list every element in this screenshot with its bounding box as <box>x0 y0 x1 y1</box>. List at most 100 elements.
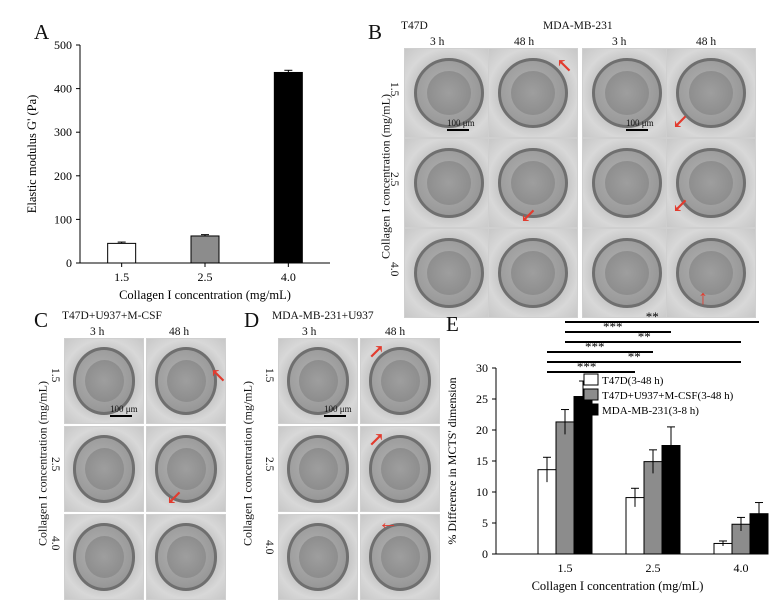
y-tick-label: 500 <box>54 38 72 52</box>
red-arrow-icon: ↑ <box>698 287 708 309</box>
micrograph-c-r1c2 <box>146 338 226 424</box>
panel-letter-c: C <box>34 308 49 332</box>
red-arrow-icon: ↗ <box>368 429 385 451</box>
significance-label: *** <box>603 319 623 334</box>
b-time-3: 3 h <box>612 36 627 48</box>
bar <box>555 421 575 555</box>
chart-e: 0 5 10 15 20 25 30 1.5 2.5 4.0 Collagen I concentr… <box>445 312 769 593</box>
micrograph-b-r1c2 <box>488 48 578 138</box>
bar <box>537 469 557 555</box>
y-tick-label: 400 <box>54 82 72 96</box>
significance-label: ** <box>628 349 641 364</box>
x-axis-title: Collagen I concentration (mg/mL) <box>119 288 291 302</box>
b-scale-bar-1: 100 μm <box>447 118 475 131</box>
bar <box>643 461 663 555</box>
y-tick-label: 10 <box>476 485 488 499</box>
red-arrow-icon: ↙ <box>672 195 689 217</box>
panel-letter-b: B <box>368 20 383 44</box>
c-row-label-2: 2.5 <box>49 457 61 472</box>
micrograph-b-r1c1 <box>404 48 494 138</box>
y-tick-label: 30 <box>476 361 488 375</box>
c-row-label-1: 1.5 <box>49 368 61 383</box>
x-tick-label: 1.5 <box>558 561 573 575</box>
y-axis-title: % Difference in MCTS' dimension <box>445 377 459 544</box>
y-tick-label: 200 <box>54 169 72 183</box>
red-arrow-icon: ↙ <box>672 111 689 133</box>
micrograph-b-r2c3 <box>582 138 672 228</box>
micrograph-b-r3c4 <box>666 228 756 318</box>
b-row-label-1: 1.5 <box>388 82 400 97</box>
d-row-label-1: 1.5 <box>263 368 275 383</box>
y-tick-label: 300 <box>54 125 72 139</box>
d-row-axis-label: Collagen I concentration (mg/mL) <box>240 381 255 546</box>
b-row-label-3: 4.0 <box>388 262 400 277</box>
micrograph-d-r3c2 <box>360 514 440 600</box>
d-time-1: 3 h <box>302 326 317 338</box>
panel-letter-a: A <box>34 20 50 44</box>
x-tick-label: 1.5 <box>114 270 129 284</box>
micrograph-c-r2c2 <box>146 426 226 512</box>
y-axis-title: Elastic modulus G' (Pa) <box>25 95 39 214</box>
b-time-2: 48 h <box>514 36 535 48</box>
micrograph-b-r3c2 <box>488 228 578 318</box>
c-scale-bar: 100 μm <box>110 404 138 417</box>
micrograph-b-r3c1 <box>404 228 494 318</box>
y-tick-label: 15 <box>476 454 488 468</box>
x-tick-label: 2.5 <box>198 270 213 284</box>
b-scale-bar-2: 100 μm <box>626 118 654 131</box>
b-row-label-2: 2.5 <box>388 172 400 187</box>
d-row-label-3: 4.0 <box>263 540 275 555</box>
micrograph-b-r1c4 <box>666 48 756 138</box>
micrograph-d-r3c1 <box>278 514 358 600</box>
d-scale-bar: 100 μm <box>324 404 352 417</box>
micrograph-c-r3c1 <box>64 514 144 600</box>
y-tick-label: 0 <box>66 256 72 270</box>
micrograph-d-r1c2 <box>360 338 440 424</box>
legend-swatch <box>583 403 599 416</box>
micrograph-b-r2c1 <box>404 138 494 228</box>
c-time-1: 3 h <box>90 326 105 338</box>
legend-label: T47D+U937+M-CSF(3-48 h) <box>602 390 734 402</box>
b-time-4: 48 h <box>696 36 717 48</box>
bar <box>190 235 220 264</box>
x-tick-label: 2.5 <box>646 561 661 575</box>
legend-label: T47D(3-48 h) <box>602 375 664 387</box>
b-group-left: T47D <box>401 20 428 32</box>
bar <box>273 71 303 264</box>
x-tick-label: 4.0 <box>281 270 296 284</box>
micrograph-c-r1c1 <box>64 338 144 424</box>
micrograph-b-r1c3 <box>582 48 672 138</box>
micrograph-d-r2c1 <box>278 426 358 512</box>
micrograph-c-r3c2 <box>146 514 226 600</box>
b-time-1: 3 h <box>430 36 445 48</box>
micrograph-b-r2c2 <box>488 138 578 228</box>
red-arrow-icon: ↙ <box>166 487 183 509</box>
red-arrow-icon: ↙ <box>520 205 537 227</box>
y-tick-label: 25 <box>476 392 488 406</box>
c-group-label: T47D+U937+M-CSF <box>62 310 162 322</box>
c-time-2: 48 h <box>169 326 190 338</box>
significance-label: *** <box>585 339 605 354</box>
legend-swatch <box>583 373 599 386</box>
red-arrow-icon: ↖ <box>210 365 227 387</box>
legend-label: MDA-MB-231(3-8 h) <box>602 405 699 417</box>
x-tick-label: 4.0 <box>734 561 749 575</box>
chart-a: 0 100 200 300 400 500 1.5 2.5 4.0 Collagen I conc… <box>25 38 330 302</box>
b-group-right: MDA-MB-231 <box>543 20 613 32</box>
significance-label: *** <box>577 359 597 374</box>
panel-letter-d: D <box>244 308 260 332</box>
y-tick-label: 0 <box>482 547 488 561</box>
bar <box>107 242 137 264</box>
red-arrow-icon: ← <box>378 512 398 534</box>
d-time-2: 48 h <box>385 326 406 338</box>
micrograph-d-r1c1 <box>278 338 358 424</box>
red-arrow-icon: ↖ <box>556 55 573 77</box>
significance-label: ** <box>646 312 659 324</box>
micrograph-c-r2c1 <box>64 426 144 512</box>
micrograph-d-r2c2 <box>360 426 440 512</box>
significance-label: ** <box>638 329 651 344</box>
x-axis-title: Collagen I concentration (mg/mL) <box>532 579 704 593</box>
micrograph-b-r2c4 <box>666 138 756 228</box>
y-tick-label: 20 <box>476 423 488 437</box>
c-row-label-3: 4.0 <box>49 536 61 551</box>
